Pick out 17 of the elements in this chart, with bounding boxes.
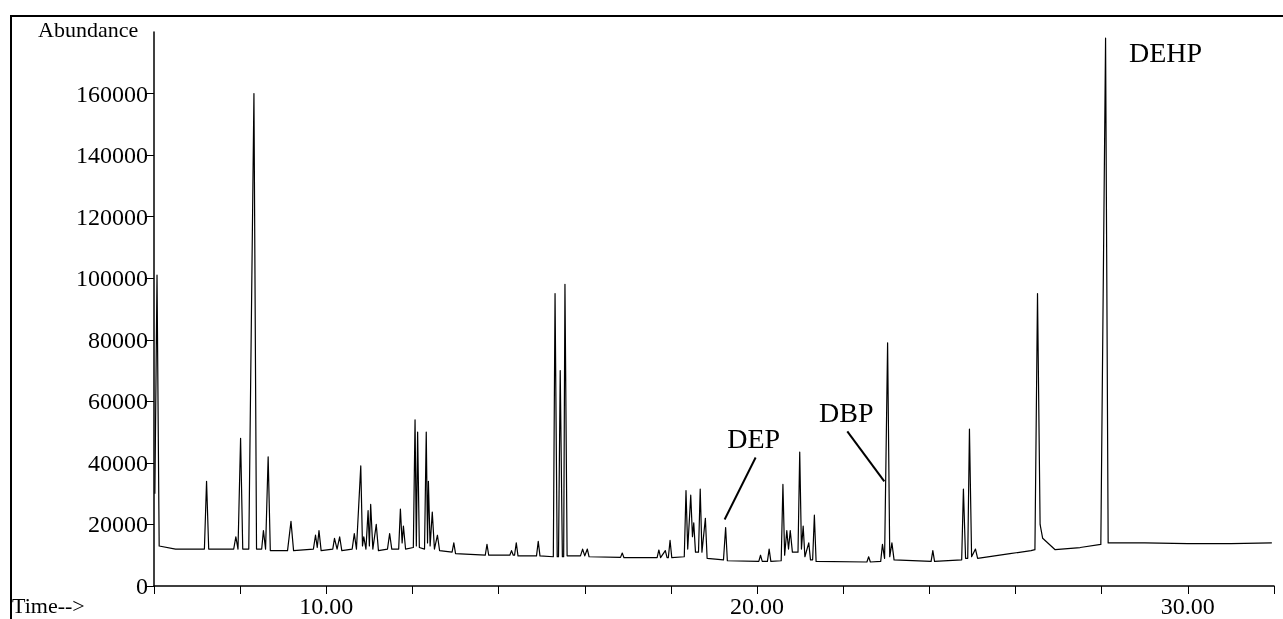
x-axis-title: Time--> (12, 592, 85, 618)
y-tick-label: 60000 (88, 388, 148, 415)
y-tick-label: 120000 (76, 203, 148, 230)
y-tick-label: 0 (136, 573, 148, 599)
annotation: DEP (727, 423, 781, 455)
x-tick-label: 20.00 (730, 593, 785, 619)
y-tick-label: 100000 (76, 265, 148, 292)
y-axis-title: Abundance (38, 16, 139, 42)
y-tick-label: 20000 (88, 511, 148, 538)
x-tick-label: 10.00 (299, 593, 354, 619)
y-tick-label: 80000 (88, 326, 148, 353)
y-tick-label: 160000 (76, 80, 148, 107)
x-tick-label: 30.00 (1160, 593, 1215, 619)
y-tick-label: 140000 (76, 142, 148, 169)
annotation: DBP (819, 396, 874, 428)
y-tick-label: 40000 (88, 449, 148, 476)
annotation: DEHP (1129, 36, 1203, 68)
